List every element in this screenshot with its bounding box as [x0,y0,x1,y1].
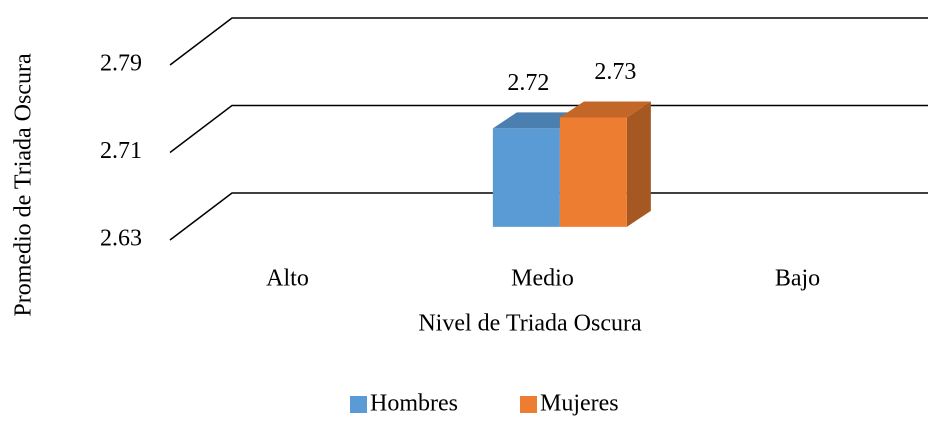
legend-swatch [350,396,367,413]
bar [492,128,560,227]
bar [559,117,627,227]
y-tick-label: 2.79 [100,51,142,77]
y-tick-label: 2.71 [100,138,142,164]
legend-label: Mujeres [540,391,619,417]
legend-label: Hombres [370,391,458,417]
y-axis-title: Promedio de Triada Oscura [11,53,37,317]
bar-side [626,101,651,227]
data-label: 2.73 [594,59,636,85]
data-label: 2.72 [507,70,549,96]
x-tick-label: Alto [266,266,309,292]
x-tick-label: Bajo [775,266,820,292]
legend-swatch [520,396,537,413]
bar-top [559,101,651,118]
grid-line [169,17,928,66]
y-tick-label: 2.63 [100,226,142,252]
x-axis-title: Nivel de Triada Oscura [418,311,642,337]
grid-line [169,192,928,241]
x-tick-label: Medio [511,266,574,292]
grid-line [169,104,928,154]
